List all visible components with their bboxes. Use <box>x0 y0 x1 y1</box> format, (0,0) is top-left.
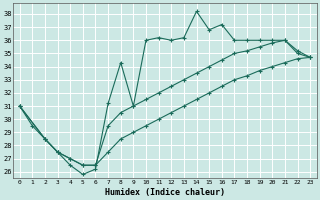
X-axis label: Humidex (Indice chaleur): Humidex (Indice chaleur) <box>105 188 225 197</box>
